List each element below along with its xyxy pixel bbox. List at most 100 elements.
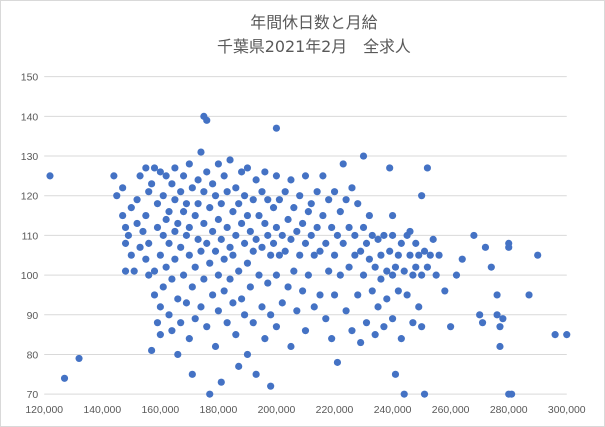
data-point — [310, 303, 318, 311]
data-point — [290, 267, 298, 275]
data-point — [240, 239, 249, 247]
data-point — [150, 291, 159, 299]
data-point — [371, 331, 379, 339]
data-point — [336, 271, 344, 279]
y-axis: 70 80 90 100 110 120 130 140 150 — [21, 73, 39, 402]
data-point — [211, 192, 220, 200]
data-point — [313, 223, 321, 232]
data-point — [278, 231, 286, 239]
data-point — [313, 188, 321, 196]
data-point — [191, 212, 199, 220]
data-point — [226, 275, 234, 283]
data-point — [272, 223, 281, 232]
data-point — [133, 219, 141, 228]
data-point — [232, 231, 240, 239]
data-point — [374, 303, 382, 311]
data-point — [432, 271, 440, 279]
data-point — [200, 188, 208, 196]
data-point — [275, 196, 283, 204]
data-point — [194, 200, 202, 208]
data-point — [435, 251, 443, 259]
x-tick-label: 280,000 — [490, 405, 528, 416]
data-point — [258, 188, 266, 196]
data-point — [182, 299, 191, 307]
data-point — [148, 180, 156, 188]
data-point — [322, 315, 330, 323]
data-point — [235, 267, 243, 275]
data-point — [209, 291, 217, 299]
data-point — [333, 231, 342, 239]
data-point — [145, 239, 153, 247]
data-point — [203, 239, 211, 247]
data-point — [357, 247, 365, 255]
data-point — [168, 275, 176, 283]
data-point — [156, 251, 164, 259]
data-point — [194, 176, 202, 184]
y-tick-label: 70 — [27, 390, 39, 401]
y-tick-label: 120 — [21, 192, 39, 203]
data-point — [121, 223, 130, 232]
data-point — [272, 124, 281, 132]
data-point — [269, 239, 278, 247]
data-point — [328, 223, 336, 232]
data-point — [368, 231, 376, 239]
data-point — [496, 342, 504, 351]
data-point — [388, 212, 397, 220]
data-point — [290, 204, 298, 212]
data-point — [264, 196, 272, 204]
data-point — [403, 291, 411, 299]
data-point — [377, 251, 385, 259]
data-point — [418, 271, 426, 279]
data-point — [246, 227, 254, 235]
data-point — [383, 267, 391, 275]
data-point — [287, 342, 295, 351]
data-point — [75, 354, 83, 363]
data-point — [255, 271, 263, 279]
data-point — [209, 227, 217, 235]
data-point — [345, 263, 353, 271]
y-tick-label: 130 — [21, 152, 39, 163]
data-point — [357, 339, 365, 347]
data-point — [423, 263, 431, 271]
data-point — [409, 319, 417, 327]
data-point — [229, 299, 237, 307]
data-point — [322, 239, 330, 247]
data-point — [505, 239, 513, 247]
data-point — [470, 231, 478, 239]
data-point — [168, 180, 176, 188]
data-point — [359, 152, 368, 160]
data-point — [415, 303, 423, 311]
data-point — [171, 164, 179, 172]
data-point — [409, 271, 417, 279]
data-point — [386, 164, 394, 172]
data-point — [153, 223, 162, 232]
data-point — [316, 247, 324, 255]
data-point — [348, 327, 356, 335]
data-point — [365, 255, 373, 263]
data-point — [365, 212, 373, 220]
data-point — [330, 251, 339, 259]
data-point — [293, 307, 301, 315]
data-point — [252, 235, 260, 243]
data-point — [342, 307, 350, 315]
data-point — [328, 335, 336, 343]
data-point — [339, 239, 347, 247]
data-point — [345, 223, 353, 232]
y-tick-label: 150 — [21, 73, 39, 84]
data-point — [299, 219, 307, 228]
data-point — [229, 251, 237, 259]
data-point — [418, 323, 426, 331]
data-point — [478, 319, 487, 327]
data-point — [316, 291, 324, 299]
data-point — [354, 291, 362, 299]
data-point — [493, 311, 501, 319]
data-point — [223, 223, 231, 232]
data-point — [197, 247, 205, 255]
data-point — [179, 208, 188, 216]
data-point — [197, 148, 205, 156]
data-point — [281, 188, 289, 196]
y-tick-label: 80 — [27, 350, 39, 361]
data-point — [342, 196, 350, 204]
data-point — [406, 227, 414, 235]
data-point — [203, 116, 211, 124]
